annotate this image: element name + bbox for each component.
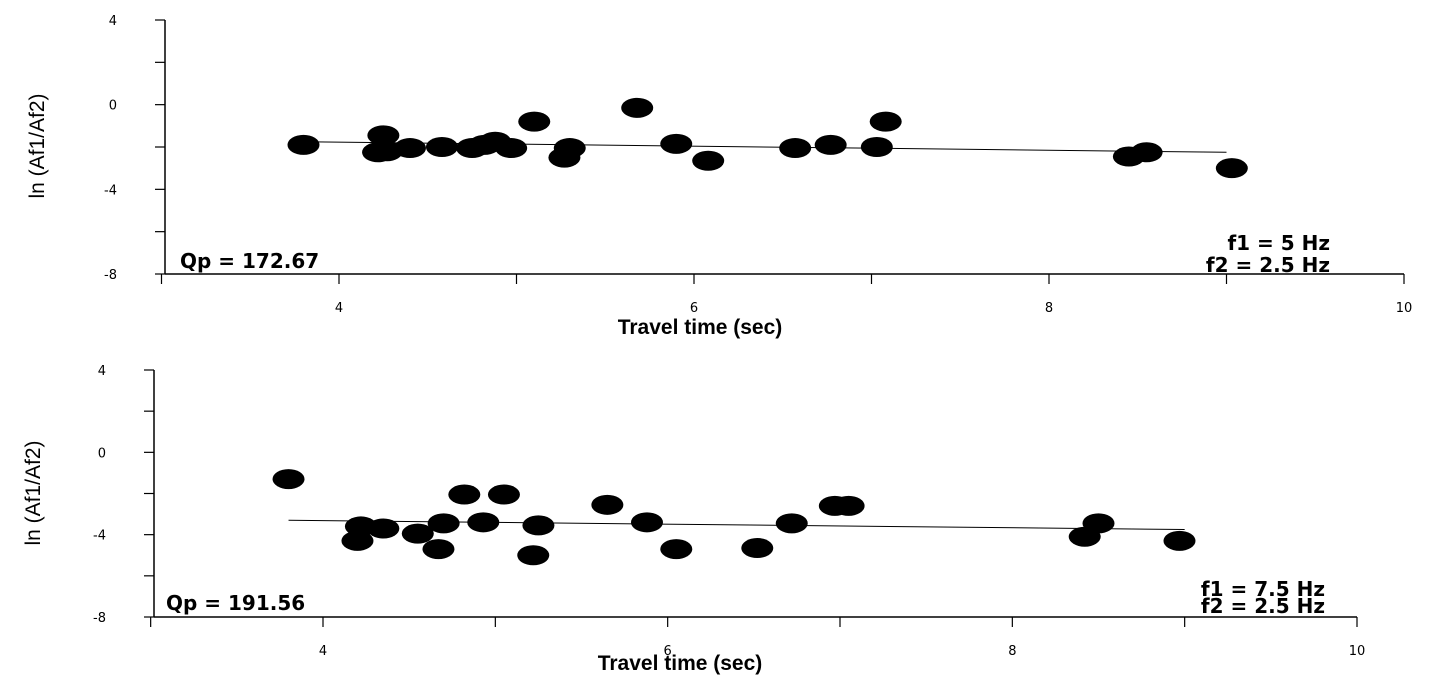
qp-annotation: Qp = 191.56 — [166, 591, 305, 615]
data-point — [522, 515, 555, 536]
data-point — [1082, 513, 1115, 534]
data-point — [401, 523, 434, 544]
x-tick-label: 10 — [1349, 644, 1366, 659]
data-point — [1130, 142, 1163, 163]
y-tick-label: 4 — [98, 364, 106, 379]
data-point — [741, 538, 774, 559]
regression-line — [303, 141, 1227, 153]
data-point — [427, 513, 460, 534]
data-point — [779, 138, 812, 159]
data-point — [660, 133, 693, 154]
y-tick-label: 0 — [98, 446, 106, 461]
x-tick-label: 8 — [1045, 301, 1053, 316]
data-point — [367, 125, 400, 146]
data-point — [775, 513, 808, 534]
y-tick-label: 0 — [109, 99, 117, 114]
x-axis-title: Travel time (sec) — [618, 316, 783, 339]
x-axis-title: Travel time (sec) — [598, 652, 763, 675]
x-tick-label: 4 — [319, 644, 327, 659]
y-tick-label: 4 — [109, 14, 117, 29]
x-tick-label: 6 — [664, 644, 672, 659]
data-point — [621, 97, 654, 118]
panel-top: 4 0 -4 -8 4 6 8 10 Travel time (sec) ln (Af1/Af2)… — [26, 14, 1412, 339]
data-point — [630, 512, 663, 533]
data-point — [692, 150, 725, 171]
data-point — [367, 518, 400, 539]
data-point — [517, 545, 550, 566]
f1-annotation: f1 = 5 Hz — [1227, 231, 1330, 255]
f2-annotation: f2 = 2.5 Hz — [1206, 253, 1330, 277]
data-point — [495, 138, 528, 159]
data-point — [448, 484, 481, 505]
data-point — [467, 512, 500, 533]
y-axis-title: ln (Af1/Af2) — [26, 93, 49, 198]
y-tick-label: -4 — [104, 183, 117, 198]
data-point — [287, 134, 320, 155]
x-tick-label: 6 — [690, 301, 698, 316]
data-point — [487, 484, 520, 505]
qp-annotation: Qp = 172.67 — [180, 249, 319, 273]
x-tick-label: 8 — [1008, 644, 1016, 659]
y-tick-label: -8 — [93, 611, 106, 626]
data-point — [553, 138, 586, 159]
data-point — [832, 495, 865, 516]
data-point — [394, 138, 426, 159]
x-tick-label: 4 — [335, 301, 343, 316]
f2-annotation: f2 = 2.5 Hz — [1201, 594, 1325, 618]
data-point — [272, 469, 305, 490]
data-point — [425, 137, 458, 157]
data-point — [860, 137, 893, 157]
data-point — [518, 111, 551, 132]
data-point — [660, 539, 693, 560]
y-axis-title: ln (Af1/Af2) — [22, 440, 45, 545]
data-point — [1163, 530, 1196, 551]
y-tick-label: -8 — [104, 268, 117, 283]
y-tick-label: -4 — [93, 529, 106, 544]
data-point — [814, 134, 847, 155]
f1-annotation: f1 = 7.5 Hz — [1201, 577, 1325, 601]
data-point — [591, 494, 624, 515]
x-tick-label: 10 — [1396, 301, 1413, 316]
panel-bottom: 4 0 -4 -8 4 6 8 10 Travel time (sec) ln (Af1/Af2)… — [22, 364, 1365, 675]
data-point — [1215, 158, 1248, 179]
data-point — [422, 539, 455, 560]
data-point — [869, 111, 902, 132]
